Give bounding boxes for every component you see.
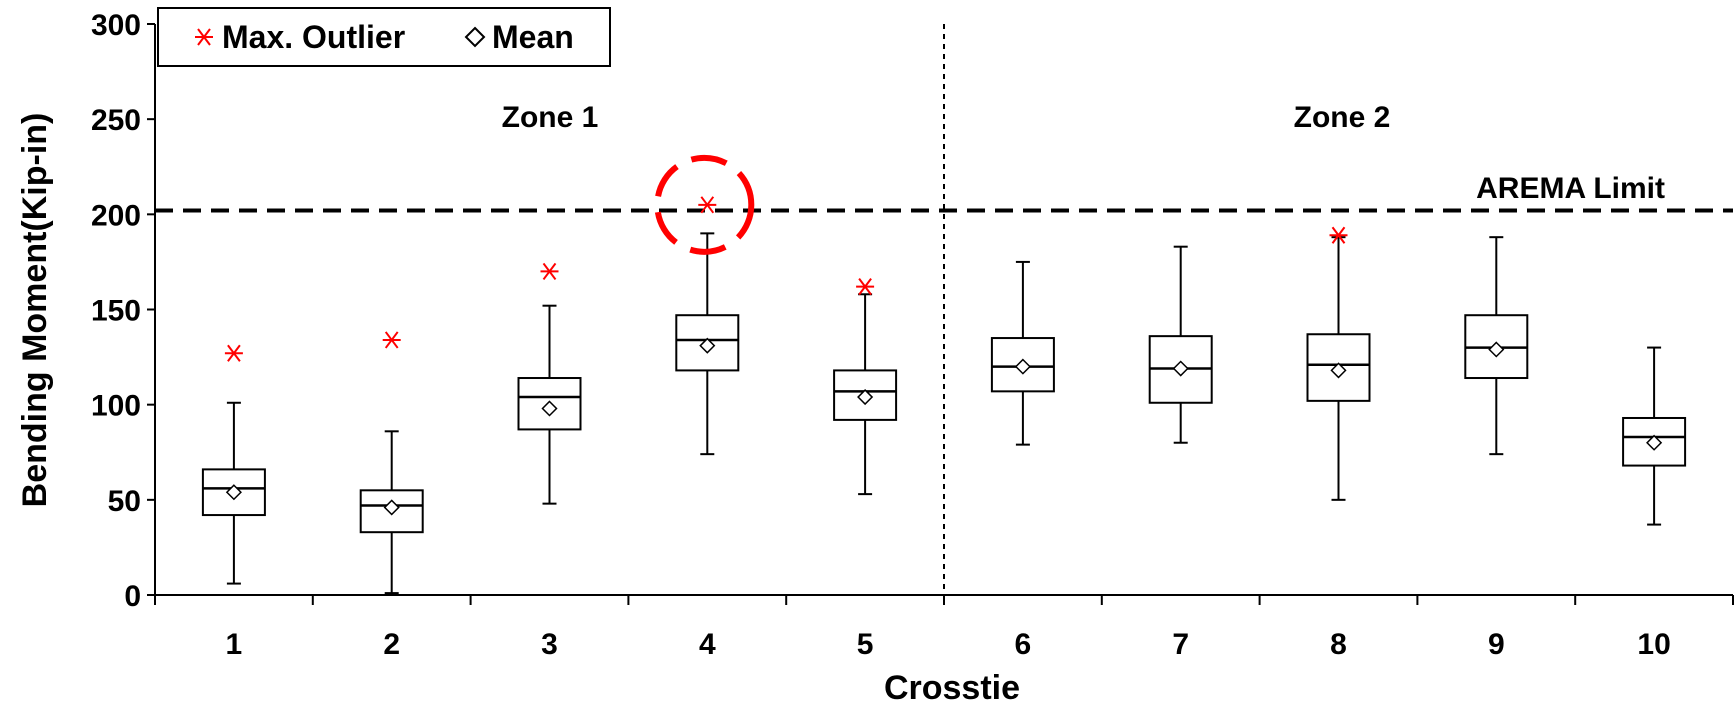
box-plot-crosstie-6 — [990, 260, 1055, 446]
max-outlier-marker — [224, 344, 243, 362]
legend-outlier-marker — [195, 28, 213, 46]
highlight-circle — [654, 154, 755, 255]
mean-marker — [1488, 341, 1505, 358]
max-outlier-marker — [1329, 226, 1348, 244]
legend-outlier-label: Max. Outlier — [222, 19, 405, 55]
mean-marker — [857, 388, 874, 406]
outlier-stroke-d2 — [700, 196, 715, 214]
zone-1-label: Zone 1 — [502, 101, 599, 134]
box-plot-crosstie-5 — [833, 278, 898, 496]
mean-marker — [225, 484, 242, 501]
box-plot-crosstie-8 — [1306, 226, 1371, 501]
outlier-stroke-d2 — [858, 278, 872, 296]
mean-marker — [1172, 360, 1189, 377]
legend-mean-marker — [464, 26, 486, 48]
outlier-stroke-d2 — [542, 262, 557, 281]
max-outlier-marker — [856, 278, 875, 296]
legend-box — [157, 7, 611, 67]
box-plot-crosstie-7 — [1148, 245, 1213, 444]
y-tick-label-300: 300 — [91, 9, 141, 42]
chart-labels: Bending Moment(Kip-in) Crosstie AREMA Li… — [16, 101, 1665, 707]
iqr-box — [990, 337, 1055, 393]
box-plots — [201, 154, 1687, 595]
zone-2-label: Zone 2 — [1294, 101, 1391, 134]
y-tick-label-200: 200 — [91, 199, 141, 232]
x-tick-label-6: 6 — [1015, 628, 1032, 661]
x-tick-label-1: 1 — [226, 628, 243, 661]
mean-marker — [541, 400, 558, 417]
box-plot-crosstie-2 — [359, 331, 424, 595]
x-tick-label-3: 3 — [541, 628, 558, 661]
mean-marker — [1014, 358, 1031, 375]
x-axis-title: Crosstie — [884, 669, 1020, 707]
box-plot-crosstie-1 — [201, 344, 266, 585]
box-plot-crosstie-9 — [1464, 236, 1529, 456]
y-tick-label-0: 0 — [124, 580, 141, 613]
box-plot-crosstie-4 — [675, 196, 740, 456]
max-outlier-marker — [382, 331, 401, 349]
axes: 0 50 100 150 200 250 300 1 2 3 4 5 6 7 8 9 10 — [91, 9, 1734, 661]
x-tick-label-7: 7 — [1172, 628, 1189, 661]
legend-mean-label: Mean — [492, 19, 574, 55]
x-tick-label-9: 9 — [1488, 628, 1505, 661]
box-plot-crosstie-3 — [517, 262, 582, 505]
y-tick-label-250: 250 — [91, 104, 141, 137]
x-tick-label-4: 4 — [699, 628, 716, 661]
mean-marker — [1646, 434, 1663, 451]
mean-marker — [1330, 362, 1347, 379]
max-outlier-marker — [540, 262, 559, 281]
arema-limit-label: AREMA Limit — [1476, 172, 1665, 205]
iqr-box — [517, 377, 582, 431]
box-plot-crosstie-10 — [1622, 346, 1687, 526]
x-tick-label-5: 5 — [857, 628, 874, 661]
reference-lines — [155, 24, 1733, 595]
outlier-stroke-d2 — [1331, 226, 1346, 244]
legend: Max. Outlier Mean — [157, 7, 611, 67]
x-tick-label-10: 10 — [1637, 628, 1670, 661]
y-tick-label-150: 150 — [91, 295, 141, 328]
x-tick-label-2: 2 — [383, 628, 400, 661]
mean-marker — [383, 499, 400, 516]
outlier-stroke-d2 — [227, 344, 241, 362]
max-outlier-marker — [698, 196, 717, 214]
y-axis-title: Bending Moment(Kip-in) — [16, 113, 54, 508]
outlier-stroke-d2 — [384, 331, 399, 349]
y-tick-label-100: 100 — [91, 390, 141, 423]
mean-marker — [699, 337, 716, 354]
y-tick-label-50: 50 — [108, 485, 141, 518]
x-tick-label-8: 8 — [1330, 628, 1347, 661]
